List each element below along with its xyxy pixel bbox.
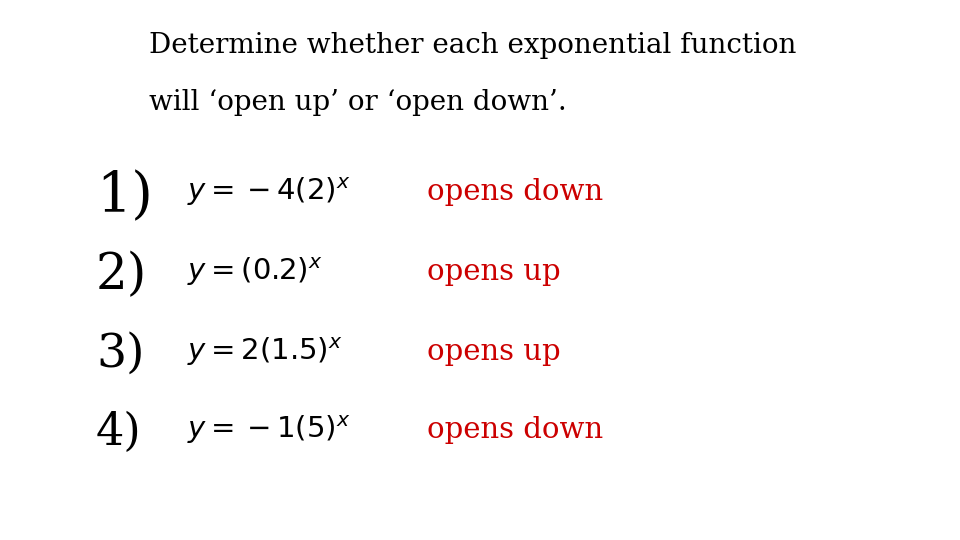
- Text: will ‘open up’ or ‘open down’.: will ‘open up’ or ‘open down’.: [149, 89, 566, 116]
- Text: 4): 4): [96, 410, 142, 454]
- Text: opens up: opens up: [427, 338, 561, 366]
- Text: $y = 2(1.5)^x$: $y = 2(1.5)^x$: [187, 335, 343, 368]
- Text: $y = -1(5)^x$: $y = -1(5)^x$: [187, 414, 351, 446]
- Text: opens up: opens up: [427, 258, 561, 286]
- Text: Determine whether each exponential function: Determine whether each exponential funct…: [149, 32, 796, 59]
- Text: opens down: opens down: [427, 416, 603, 444]
- Text: 1): 1): [96, 170, 153, 225]
- Text: 3): 3): [96, 331, 145, 376]
- Text: opens down: opens down: [427, 178, 603, 206]
- Text: $y = -4(2)^x$: $y = -4(2)^x$: [187, 176, 351, 208]
- Text: $y = (0.2)^x$: $y = (0.2)^x$: [187, 256, 323, 288]
- Text: 2): 2): [96, 251, 148, 300]
